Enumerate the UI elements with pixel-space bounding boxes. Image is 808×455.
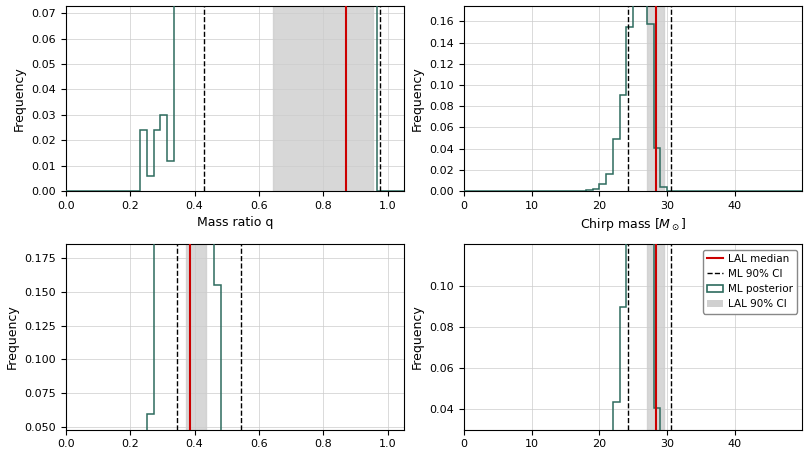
X-axis label: Mass ratio q: Mass ratio q	[196, 216, 273, 229]
Legend: LAL median, ML 90% CI, ML posterior, LAL 90% CI: LAL median, ML 90% CI, ML posterior, LAL…	[703, 249, 797, 313]
Y-axis label: Frequency: Frequency	[411, 66, 424, 131]
Bar	[646, 5, 664, 191]
Bar	[646, 244, 664, 430]
X-axis label: Chirp mass [$M_\odot$]: Chirp mass [$M_\odot$]	[580, 216, 687, 233]
Y-axis label: Frequency: Frequency	[6, 305, 19, 369]
Bar	[273, 5, 373, 191]
Bar	[187, 244, 206, 430]
Y-axis label: Frequency: Frequency	[411, 305, 424, 369]
Y-axis label: Frequency: Frequency	[13, 66, 26, 131]
